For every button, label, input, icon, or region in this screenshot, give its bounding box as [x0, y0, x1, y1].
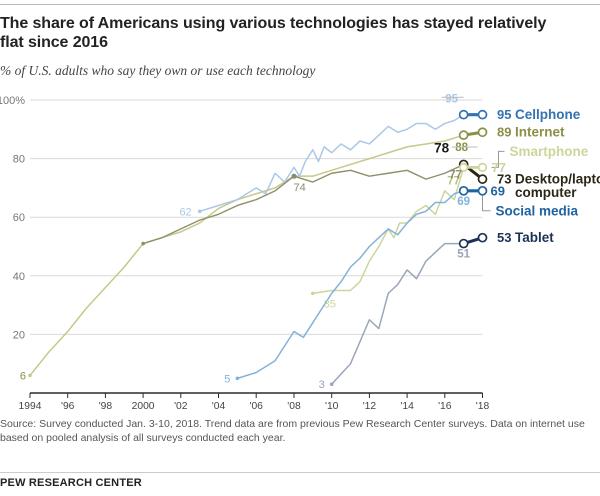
svg-text:77: 77	[449, 170, 462, 182]
svg-text:Tablet: Tablet	[515, 230, 554, 245]
svg-text:53: 53	[497, 230, 511, 245]
svg-text:62: 62	[179, 206, 191, 218]
svg-text:89: 89	[497, 125, 511, 140]
svg-text:Social media: Social media	[496, 203, 579, 218]
svg-text:40: 40	[13, 271, 25, 283]
svg-text:60: 60	[13, 212, 25, 224]
svg-text:'04: '04	[212, 401, 226, 412]
svg-text:69: 69	[491, 183, 505, 198]
svg-text:'14: '14	[400, 401, 414, 412]
svg-text:78: 78	[434, 141, 450, 156]
svg-text:1994: 1994	[19, 401, 42, 412]
svg-text:'96: '96	[61, 401, 75, 412]
svg-text:95: 95	[445, 94, 458, 106]
svg-text:80: 80	[13, 154, 25, 166]
svg-text:88: 88	[455, 142, 468, 154]
svg-text:'18: '18	[476, 401, 490, 412]
svg-text:6: 6	[20, 370, 26, 382]
svg-text:computer: computer	[515, 185, 577, 200]
svg-text:74: 74	[293, 182, 305, 194]
svg-text:'16: '16	[438, 401, 452, 412]
svg-text:69: 69	[457, 196, 470, 208]
svg-text:Smartphone: Smartphone	[510, 144, 589, 159]
svg-text:20: 20	[13, 329, 25, 341]
svg-text:95: 95	[497, 107, 511, 122]
svg-text:'98: '98	[99, 401, 113, 412]
svg-text:51: 51	[457, 249, 470, 261]
svg-text:35: 35	[324, 298, 336, 310]
svg-text:Cellphone: Cellphone	[515, 107, 581, 122]
svg-text:Internet: Internet	[515, 125, 565, 140]
svg-text:100%: 100%	[0, 95, 25, 107]
svg-text:'02: '02	[174, 401, 188, 412]
svg-text:'06: '06	[249, 401, 263, 412]
svg-text:3: 3	[319, 379, 325, 391]
svg-text:2000: 2000	[132, 401, 155, 412]
svg-text:5: 5	[224, 373, 230, 385]
svg-text:'10: '10	[325, 401, 339, 412]
svg-text:'12: '12	[363, 401, 377, 412]
svg-text:'08: '08	[287, 401, 301, 412]
